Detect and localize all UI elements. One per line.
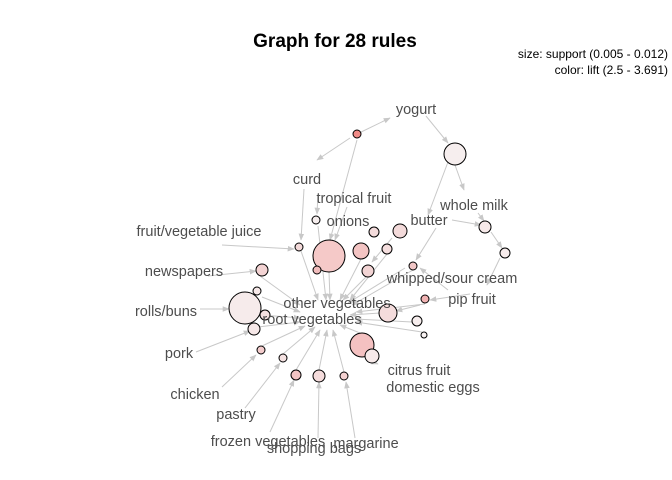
item-labels: yogurt curd tropical fruit onions butter…: [135, 102, 517, 457]
rule-edge: [339, 324, 361, 334]
item-label-margarine: margarine: [333, 436, 398, 452]
rule-node: [256, 345, 266, 355]
rule-node: [352, 242, 370, 260]
rule-node: [378, 303, 398, 323]
rule-node: [228, 291, 262, 325]
item-label-root-vegetables: root vegetables: [262, 312, 361, 328]
item-label-rolls-buns: rolls/buns: [135, 304, 197, 320]
item-label-frozen-vegetables: frozen vegetables: [211, 434, 325, 450]
rule-edge: [244, 362, 281, 409]
rule-edge: [429, 293, 471, 302]
rule-node: [478, 220, 492, 234]
item-label-pastry: pastry: [216, 407, 256, 423]
rule-edge: [351, 269, 414, 306]
item-label-yogurt: yogurt: [396, 102, 436, 118]
rule-edge: [261, 325, 306, 347]
rule-edge: [300, 250, 319, 301]
rule-node: [255, 263, 269, 277]
rule-node: [364, 348, 380, 364]
rule-edge: [477, 212, 485, 222]
rule-node: [381, 243, 393, 255]
item-label-chicken: chicken: [170, 387, 219, 403]
legend-size: size: support (0.005 - 0.012): [518, 47, 668, 61]
rule-edge: [349, 311, 381, 318]
rule-edge: [221, 354, 257, 388]
item-label-whole-milk: whole milk: [439, 198, 508, 214]
rule-edge: [314, 192, 321, 215]
rule-edge: [331, 329, 345, 373]
rule-edge: [221, 244, 295, 252]
rule-edge: [454, 164, 465, 191]
rule-node: [361, 264, 375, 278]
rule-node: [420, 294, 430, 304]
rule-node: [259, 309, 271, 321]
rule-edge: [261, 296, 301, 313]
rule-node: [290, 369, 302, 381]
item-label-tropical-fruit: tropical fruit: [317, 191, 392, 207]
rule-edge: [355, 320, 423, 333]
item-label-citrus-fruit: citrus fruit: [388, 363, 451, 379]
rule-node: [278, 353, 288, 363]
rule-edge: [269, 379, 295, 433]
rule-node: [352, 129, 362, 139]
item-label-pip-fruit: pip fruit: [448, 292, 496, 308]
rule-edge: [334, 206, 348, 241]
item-label-onions: onions: [327, 214, 370, 230]
rule-edge: [318, 329, 329, 371]
rule-nodes: [228, 129, 511, 383]
item-label-pork: pork: [165, 346, 194, 362]
item-label-newspapers: newspapers: [145, 264, 223, 280]
rule-node: [312, 265, 322, 275]
rule-edge: [295, 329, 321, 371]
item-label-butter: butter: [410, 213, 447, 229]
rule-node: [252, 286, 262, 296]
rule-edge: [298, 188, 305, 241]
item-label-whipped-sour-cream: whipped/sour cream: [386, 271, 518, 287]
rule-node: [411, 315, 423, 327]
graph-title: Graph for 28 rules: [253, 31, 417, 52]
rule-node: [294, 242, 304, 252]
rule-node: [368, 226, 380, 238]
rule-edge: [425, 115, 449, 144]
rule-node: [312, 239, 346, 273]
rule-node: [443, 142, 467, 166]
rule-edge: [316, 137, 351, 161]
rule-edge: [328, 139, 358, 241]
legend-color: color: lift (2.5 - 3.691): [555, 63, 668, 77]
rule-edge: [451, 219, 482, 227]
rule-edge: [486, 257, 501, 286]
rule-node: [392, 223, 408, 239]
rule-edge: [415, 227, 437, 261]
rule-node: [311, 215, 321, 225]
rule-edge: [347, 267, 406, 304]
rule-node: [499, 247, 511, 259]
rule-node: [408, 261, 418, 271]
rule-edge: [195, 330, 251, 353]
rule-edge: [490, 231, 503, 249]
rule-node: [312, 369, 326, 383]
rule-node: [420, 331, 428, 339]
item-label-other-vegetables: other vegetables: [283, 296, 390, 312]
rule-edge: [259, 275, 301, 306]
rule-edge: [257, 319, 301, 328]
edges: [195, 115, 503, 439]
rule-edge: [427, 161, 449, 216]
rule-edge: [339, 258, 362, 301]
rule-edge: [316, 381, 322, 439]
rule-edge: [326, 271, 333, 301]
rule-edge: [356, 117, 391, 135]
item-label-domestic-eggs: domestic eggs: [386, 380, 480, 396]
item-label-shopping-bags: shopping bags: [267, 441, 361, 457]
item-label-fruit-vegetable-juice: fruit/vegetable juice: [137, 224, 262, 240]
rule-node: [247, 322, 261, 336]
rule-edge: [344, 381, 356, 439]
rule-edge: [207, 268, 257, 277]
rule-edge: [419, 267, 449, 291]
rule-node: [339, 371, 349, 381]
rule-edge: [282, 326, 316, 355]
rule-edge: [395, 304, 421, 313]
item-label-curd: curd: [293, 172, 321, 188]
